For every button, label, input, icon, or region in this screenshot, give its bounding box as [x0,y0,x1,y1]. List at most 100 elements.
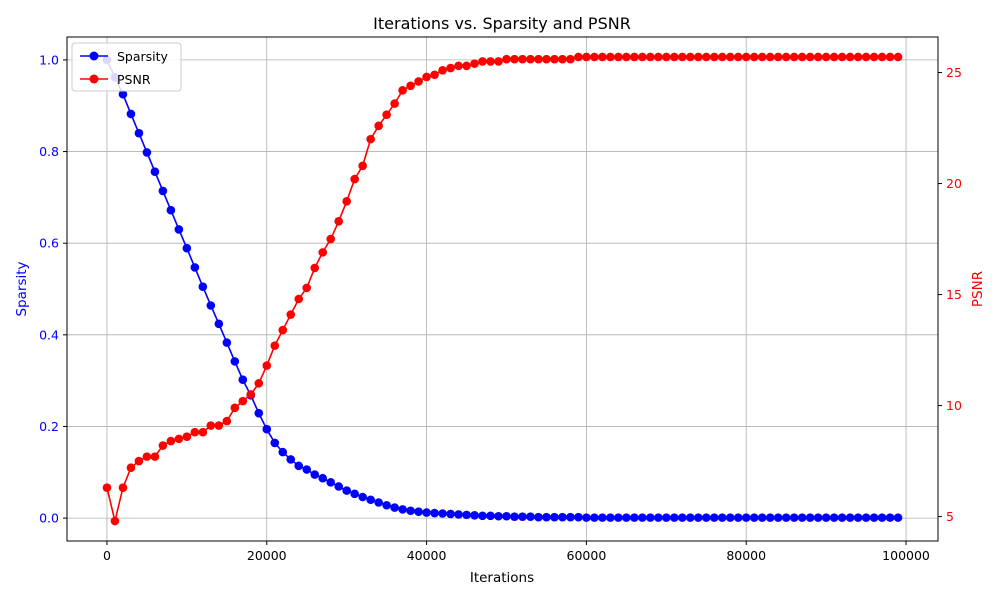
data-point-psnr [781,52,791,62]
data-point-sparsity [821,513,831,522]
data-point-sparsity [861,513,871,522]
data-point-sparsity [662,513,671,522]
data-point-sparsity [558,512,567,522]
data-point-psnr [222,416,232,426]
data-point-sparsity [430,508,439,518]
legend-psnr-marker [89,74,99,84]
data-point-psnr [590,52,599,62]
data-point-sparsity [598,513,607,522]
data-point-psnr [534,54,543,64]
data-point-psnr [630,52,639,62]
data-point-psnr [254,379,264,388]
data-point-psnr [502,54,511,64]
data-point-sparsity [414,507,423,516]
x-tick-label: 100000 [882,548,930,563]
data-point-sparsity [358,492,367,502]
data-point-psnr [717,52,727,62]
data-point-sparsity [638,513,647,522]
y-left-tick-label: 0.4 [39,327,59,342]
data-point-sparsity [853,513,863,522]
data-point-sparsity [190,263,200,272]
data-point-psnr [685,52,695,62]
y-left-tick-label: 0.6 [39,236,59,251]
data-point-sparsity [174,225,184,234]
data-point-sparsity [693,513,703,522]
y-axis-left: 0.0 0.2 0.4 0.6 0.8 1.0 [39,52,67,526]
data-point-sparsity [270,438,280,448]
data-point-psnr [454,61,463,71]
data-point-psnr [861,52,871,62]
data-point-psnr [845,52,855,62]
x-tick-label: 20000 [247,548,287,563]
data-point-psnr [366,134,375,144]
data-point-psnr [206,421,216,430]
data-point-sparsity [622,513,631,522]
data-point-psnr [374,121,383,131]
series-line-psnr [106,56,899,522]
data-point-psnr [622,52,631,62]
data-point-sparsity [877,513,887,522]
data-point-sparsity [590,513,599,522]
series-psnr [102,52,903,526]
data-point-sparsity [574,512,583,522]
data-point-sparsity [757,513,767,522]
data-point-sparsity [142,148,152,157]
data-point-psnr [270,341,280,350]
data-point-sparsity [893,513,903,522]
data-point-sparsity [326,478,336,487]
data-point-psnr [310,263,320,273]
data-point-psnr [542,54,551,64]
data-point-psnr [102,483,112,493]
data-point-sparsity [422,508,431,517]
y-right-tick-label: 5 [946,509,954,524]
data-point-psnr [430,70,439,80]
data-point-sparsity [845,513,855,522]
data-point-psnr [414,77,423,86]
y-left-tick-label: 0.2 [39,419,59,434]
data-point-psnr [198,427,208,437]
legend-sparsity-marker [89,51,99,61]
data-point-psnr [238,396,248,406]
data-point-sparsity [789,513,799,522]
data-point-psnr [709,52,719,62]
data-point-sparsity [318,473,328,483]
data-point-psnr [526,54,535,64]
data-point-sparsity [813,513,823,522]
data-point-sparsity [797,513,807,522]
data-point-sparsity [518,512,527,522]
series-layer [102,52,903,526]
legend-psnr-label: PSNR [117,72,151,87]
y-axis-right-title: PSNR [970,271,986,307]
data-point-psnr [126,463,136,473]
x-tick-label: 80000 [726,548,766,563]
data-point-psnr [462,61,471,71]
data-point-psnr [893,52,903,62]
data-point-psnr [350,174,359,184]
data-point-sparsity [462,510,471,520]
data-point-psnr [646,52,655,62]
data-point-sparsity [150,167,160,177]
data-point-sparsity [685,513,695,522]
data-point-psnr [494,57,503,66]
data-point-sparsity [606,513,615,522]
data-point-psnr [749,52,759,62]
data-point-sparsity [182,243,192,253]
data-point-sparsity [494,511,503,521]
data-point-psnr [478,57,487,66]
data-point-sparsity [733,513,743,522]
data-point-sparsity [701,513,711,522]
y-left-tick-label: 0.0 [39,511,59,526]
data-point-sparsity [717,513,727,522]
data-point-psnr [837,52,847,62]
data-point-sparsity [390,503,399,512]
data-point-sparsity [486,511,495,521]
data-point-sparsity [222,338,232,347]
data-point-sparsity [725,513,735,522]
data-point-psnr [174,434,184,444]
data-point-psnr [134,456,144,466]
y-right-tick-label: 15 [946,287,962,302]
data-point-psnr [438,66,447,75]
y-right-tick-label: 20 [946,176,962,191]
data-point-psnr [670,52,679,62]
data-point-psnr [725,52,735,62]
